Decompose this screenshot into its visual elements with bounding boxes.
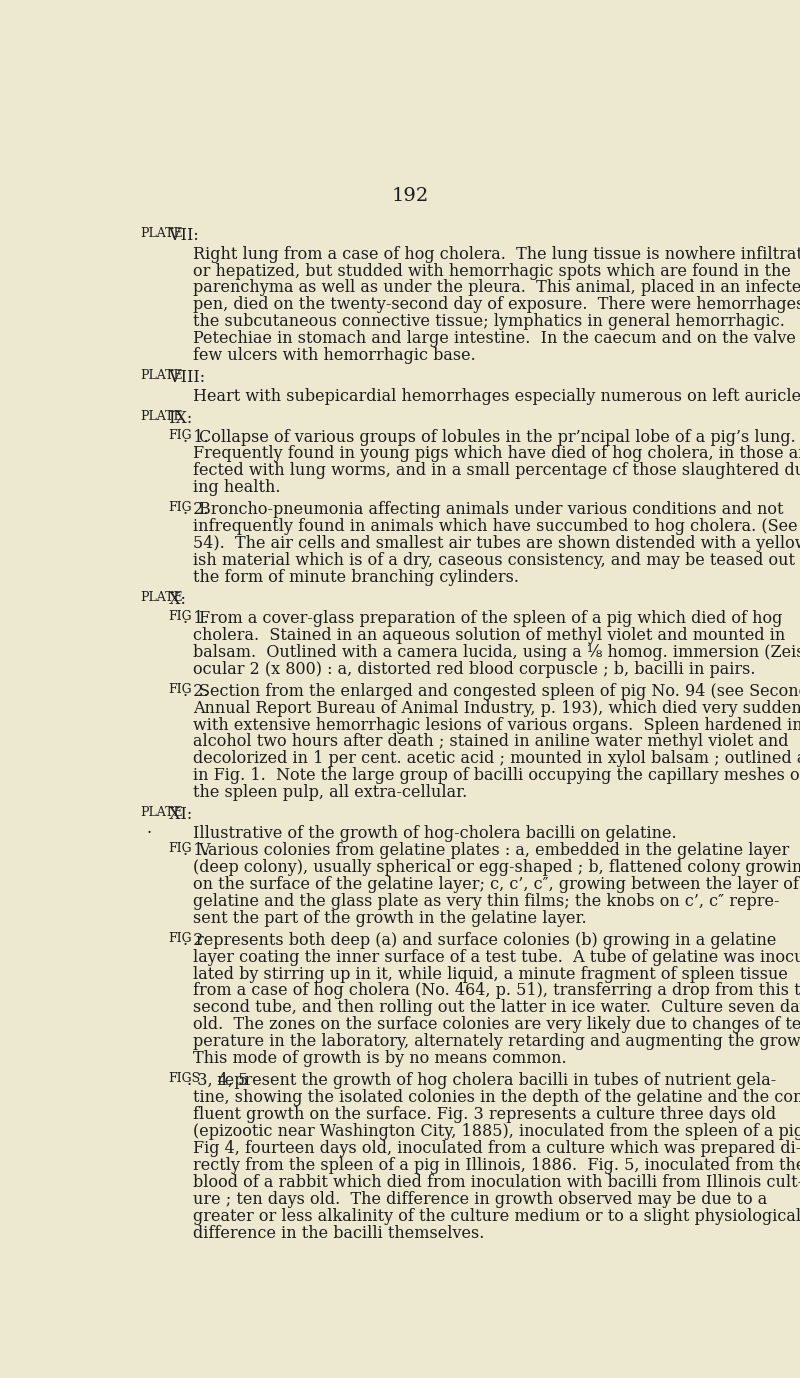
Text: VIII:: VIII:: [164, 369, 205, 386]
Text: Collapse of various groups of lobules in the pr’ncipal lobe of a pig’s lung.: Collapse of various groups of lobules in…: [198, 429, 795, 445]
Text: decolorized in 1 per cent. acetic acid ; mounted in xylol balsam ; outlined as: decolorized in 1 per cent. acetic acid ;…: [193, 751, 800, 768]
Text: gelatine and the glass plate as very thin films; the knobs on c’, c″ repre-: gelatine and the glass plate as very thi…: [193, 893, 779, 909]
Text: pen, died on the twenty-second day of exposure.  There were hemorrhages in: pen, died on the twenty-second day of ex…: [193, 296, 800, 313]
Text: Section from the enlarged and congested spleen of pig No. 94 (see Second: Section from the enlarged and congested …: [198, 682, 800, 700]
Text: ocular 2 (x 800) : a, distorted red blood corpuscle ; b, bacilli in pairs.: ocular 2 (x 800) : a, distorted red bloo…: [193, 660, 755, 678]
Text: Broncho-pneumonia affecting animals under various conditions and not: Broncho-pneumonia affecting animals unde…: [198, 502, 783, 518]
Text: . 1.: . 1.: [182, 429, 208, 445]
Text: PLATE: PLATE: [140, 227, 183, 240]
Text: . 1.: . 1.: [182, 842, 208, 858]
Text: FIG: FIG: [168, 682, 192, 696]
Text: FIG: FIG: [168, 502, 192, 514]
Text: PLATE: PLATE: [140, 369, 183, 382]
Text: the spleen pulp, all extra-cellular.: the spleen pulp, all extra-cellular.: [193, 784, 467, 801]
Text: balsam.  Outlined with a camera lucida, using a ⅛ homog. immersion (Zeiss),: balsam. Outlined with a camera lucida, u…: [193, 644, 800, 660]
Text: old.  The zones on the surface colonies are very likely due to changes of tem-: old. The zones on the surface colonies a…: [193, 1017, 800, 1034]
Text: perature in the laboratory, alternately retarding and augmenting the growth.: perature in the laboratory, alternately …: [193, 1034, 800, 1050]
Text: lated by stirring up in it, while liquid, a minute fragment of spleen tissue: lated by stirring up in it, while liquid…: [193, 966, 788, 983]
Text: PLATE: PLATE: [140, 409, 183, 423]
Text: second tube, and then rolling out the latter in ice water.  Culture seven days: second tube, and then rolling out the la…: [193, 999, 800, 1017]
Text: blood of a rabbit which died from inoculation with bacilli from Illinois cult-: blood of a rabbit which died from inocul…: [193, 1174, 800, 1191]
Text: on the surface of the gelatine layer; c, c’, c″, growing between the layer of: on the surface of the gelatine layer; c,…: [193, 876, 799, 893]
Text: (deep colony), usually spherical or egg-shaped ; b, flattened colony growing: (deep colony), usually spherical or egg-…: [193, 858, 800, 876]
Text: parenchyma as well as under the pleura.  This animal, placed in an infected: parenchyma as well as under the pleura. …: [193, 280, 800, 296]
Text: or hepatized, but studded with hemorrhagic spots which are found in the: or hepatized, but studded with hemorrhag…: [193, 263, 791, 280]
Text: alcohol two hours after death ; stained in aniline water methyl violet and: alcohol two hours after death ; stained …: [193, 733, 789, 751]
Text: fected with lung worms, and in a small percentage cf those slaughtered dur-: fected with lung worms, and in a small p…: [193, 463, 800, 480]
Text: Frequently found in young pigs which have died of hog cholera, in those af-: Frequently found in young pigs which hav…: [193, 445, 800, 463]
Text: from a case of hog cholera (No. 464, p. 51), transferring a drop from this to a: from a case of hog cholera (No. 464, p. …: [193, 983, 800, 999]
Text: FIG: FIG: [168, 842, 192, 854]
Text: PLATE: PLATE: [140, 591, 183, 604]
Text: . 1.: . 1.: [182, 610, 208, 627]
Text: Fig 4, fourteen days old, inoculated from a culture which was prepared di-: Fig 4, fourteen days old, inoculated fro…: [193, 1140, 800, 1158]
Text: 192: 192: [391, 187, 429, 205]
Text: IX:: IX:: [164, 409, 192, 427]
Text: with extensive hemorrhagic lesions of various organs.  Spleen hardened in: with extensive hemorrhagic lesions of va…: [193, 717, 800, 733]
Text: Various colonies from gelatine plates : a, embedded in the gelatine layer: Various colonies from gelatine plates : …: [198, 842, 790, 858]
Text: PLATE: PLATE: [140, 806, 183, 820]
Text: the subcutaneous connective tissue; lymphatics in general hemorrhagic.: the subcutaneous connective tissue; lymp…: [193, 313, 785, 331]
Text: sent the part of the growth in the gelatine layer.: sent the part of the growth in the gelat…: [193, 909, 586, 926]
Text: (epizootic near Washington City, 1885), inoculated from the spleen of a pig.: (epizootic near Washington City, 1885), …: [193, 1123, 800, 1140]
Text: From a cover-glass preparation of the spleen of a pig which died of hog: From a cover-glass preparation of the sp…: [198, 610, 782, 627]
Text: layer coating the inner surface of a test tube.  A tube of gelatine was inocu-: layer coating the inner surface of a tes…: [193, 948, 800, 966]
Text: rectly from the spleen of a pig in Illinois, 1886.  Fig. 5, inoculated from the: rectly from the spleen of a pig in Illin…: [193, 1158, 800, 1174]
Text: represents both deep (a) and surface colonies (b) growing in a gelatine: represents both deep (a) and surface col…: [196, 932, 776, 948]
Text: in Fig. 1.  Note the large group of bacilli occupying the capillary meshes of: in Fig. 1. Note the large group of bacil…: [193, 768, 800, 784]
Text: . 2: . 2: [182, 932, 203, 948]
Text: . 2.: . 2.: [182, 682, 208, 700]
Text: FIGS: FIGS: [168, 1072, 200, 1086]
Text: . 3, 4, 5: . 3, 4, 5: [187, 1072, 248, 1089]
Text: cholera.  Stained in an aqueous solution of methyl violet and mounted in: cholera. Stained in an aqueous solution …: [193, 627, 786, 644]
Text: FIG: FIG: [168, 932, 192, 945]
Text: tine, showing the isolated colonies in the depth of the gelatine and the con-: tine, showing the isolated colonies in t…: [193, 1089, 800, 1107]
Text: . 2.: . 2.: [182, 502, 208, 518]
Text: 54).  The air cells and smallest air tubes are shown distended with a yellow-: 54). The air cells and smallest air tube…: [193, 535, 800, 553]
Text: This mode of growth is by no means common.: This mode of growth is by no means commo…: [193, 1050, 566, 1067]
Text: few ulcers with hemorrhagic base.: few ulcers with hemorrhagic base.: [193, 347, 476, 364]
Text: Petechiae in stomach and large intestine.  In the caecum and on the valve a: Petechiae in stomach and large intestine…: [193, 331, 800, 347]
Text: Annual Report Bureau of Animal Industry, p. 193), which died very suddenly: Annual Report Bureau of Animal Industry,…: [193, 700, 800, 717]
Text: fluent growth on the surface. Fig. 3 represents a culture three days old: fluent growth on the surface. Fig. 3 rep…: [193, 1107, 776, 1123]
Text: Right lung from a case of hog cholera.  The lung tissue is nowhere infiltrated: Right lung from a case of hog cholera. T…: [193, 245, 800, 263]
Text: represent the growth of hog cholera bacilli in tubes of nutrient gela-: represent the growth of hog cholera baci…: [217, 1072, 777, 1089]
Text: ing health.: ing health.: [193, 480, 281, 496]
Text: X:: X:: [164, 591, 186, 608]
Text: FIG: FIG: [168, 610, 192, 623]
Text: Illustrative of the growth of hog-cholera bacilli on gelatine.: Illustrative of the growth of hog-choler…: [193, 825, 677, 842]
Text: FIG: FIG: [168, 429, 192, 441]
Text: the form of minute branching cylinders.: the form of minute branching cylinders.: [193, 569, 519, 586]
Text: ish material which is of a dry, caseous consistency, and may be teased out in: ish material which is of a dry, caseous …: [193, 553, 800, 569]
Text: VII:: VII:: [164, 227, 198, 244]
Text: difference in the bacilli themselves.: difference in the bacilli themselves.: [193, 1225, 484, 1242]
Text: greater or less alkalinity of the culture medium or to a slight physiological: greater or less alkalinity of the cultur…: [193, 1207, 800, 1225]
Text: Heart with subepicardial hemorrhages especially numerous on left auricle.: Heart with subepicardial hemorrhages esp…: [193, 387, 800, 405]
Text: infrequently found in animals which have succumbed to hog cholera. (See p.: infrequently found in animals which have…: [193, 518, 800, 535]
Text: ·: ·: [146, 825, 152, 842]
Text: ure ; ten days old.  The difference in growth observed may be due to a: ure ; ten days old. The difference in gr…: [193, 1191, 767, 1209]
Text: XI:: XI:: [164, 806, 192, 823]
